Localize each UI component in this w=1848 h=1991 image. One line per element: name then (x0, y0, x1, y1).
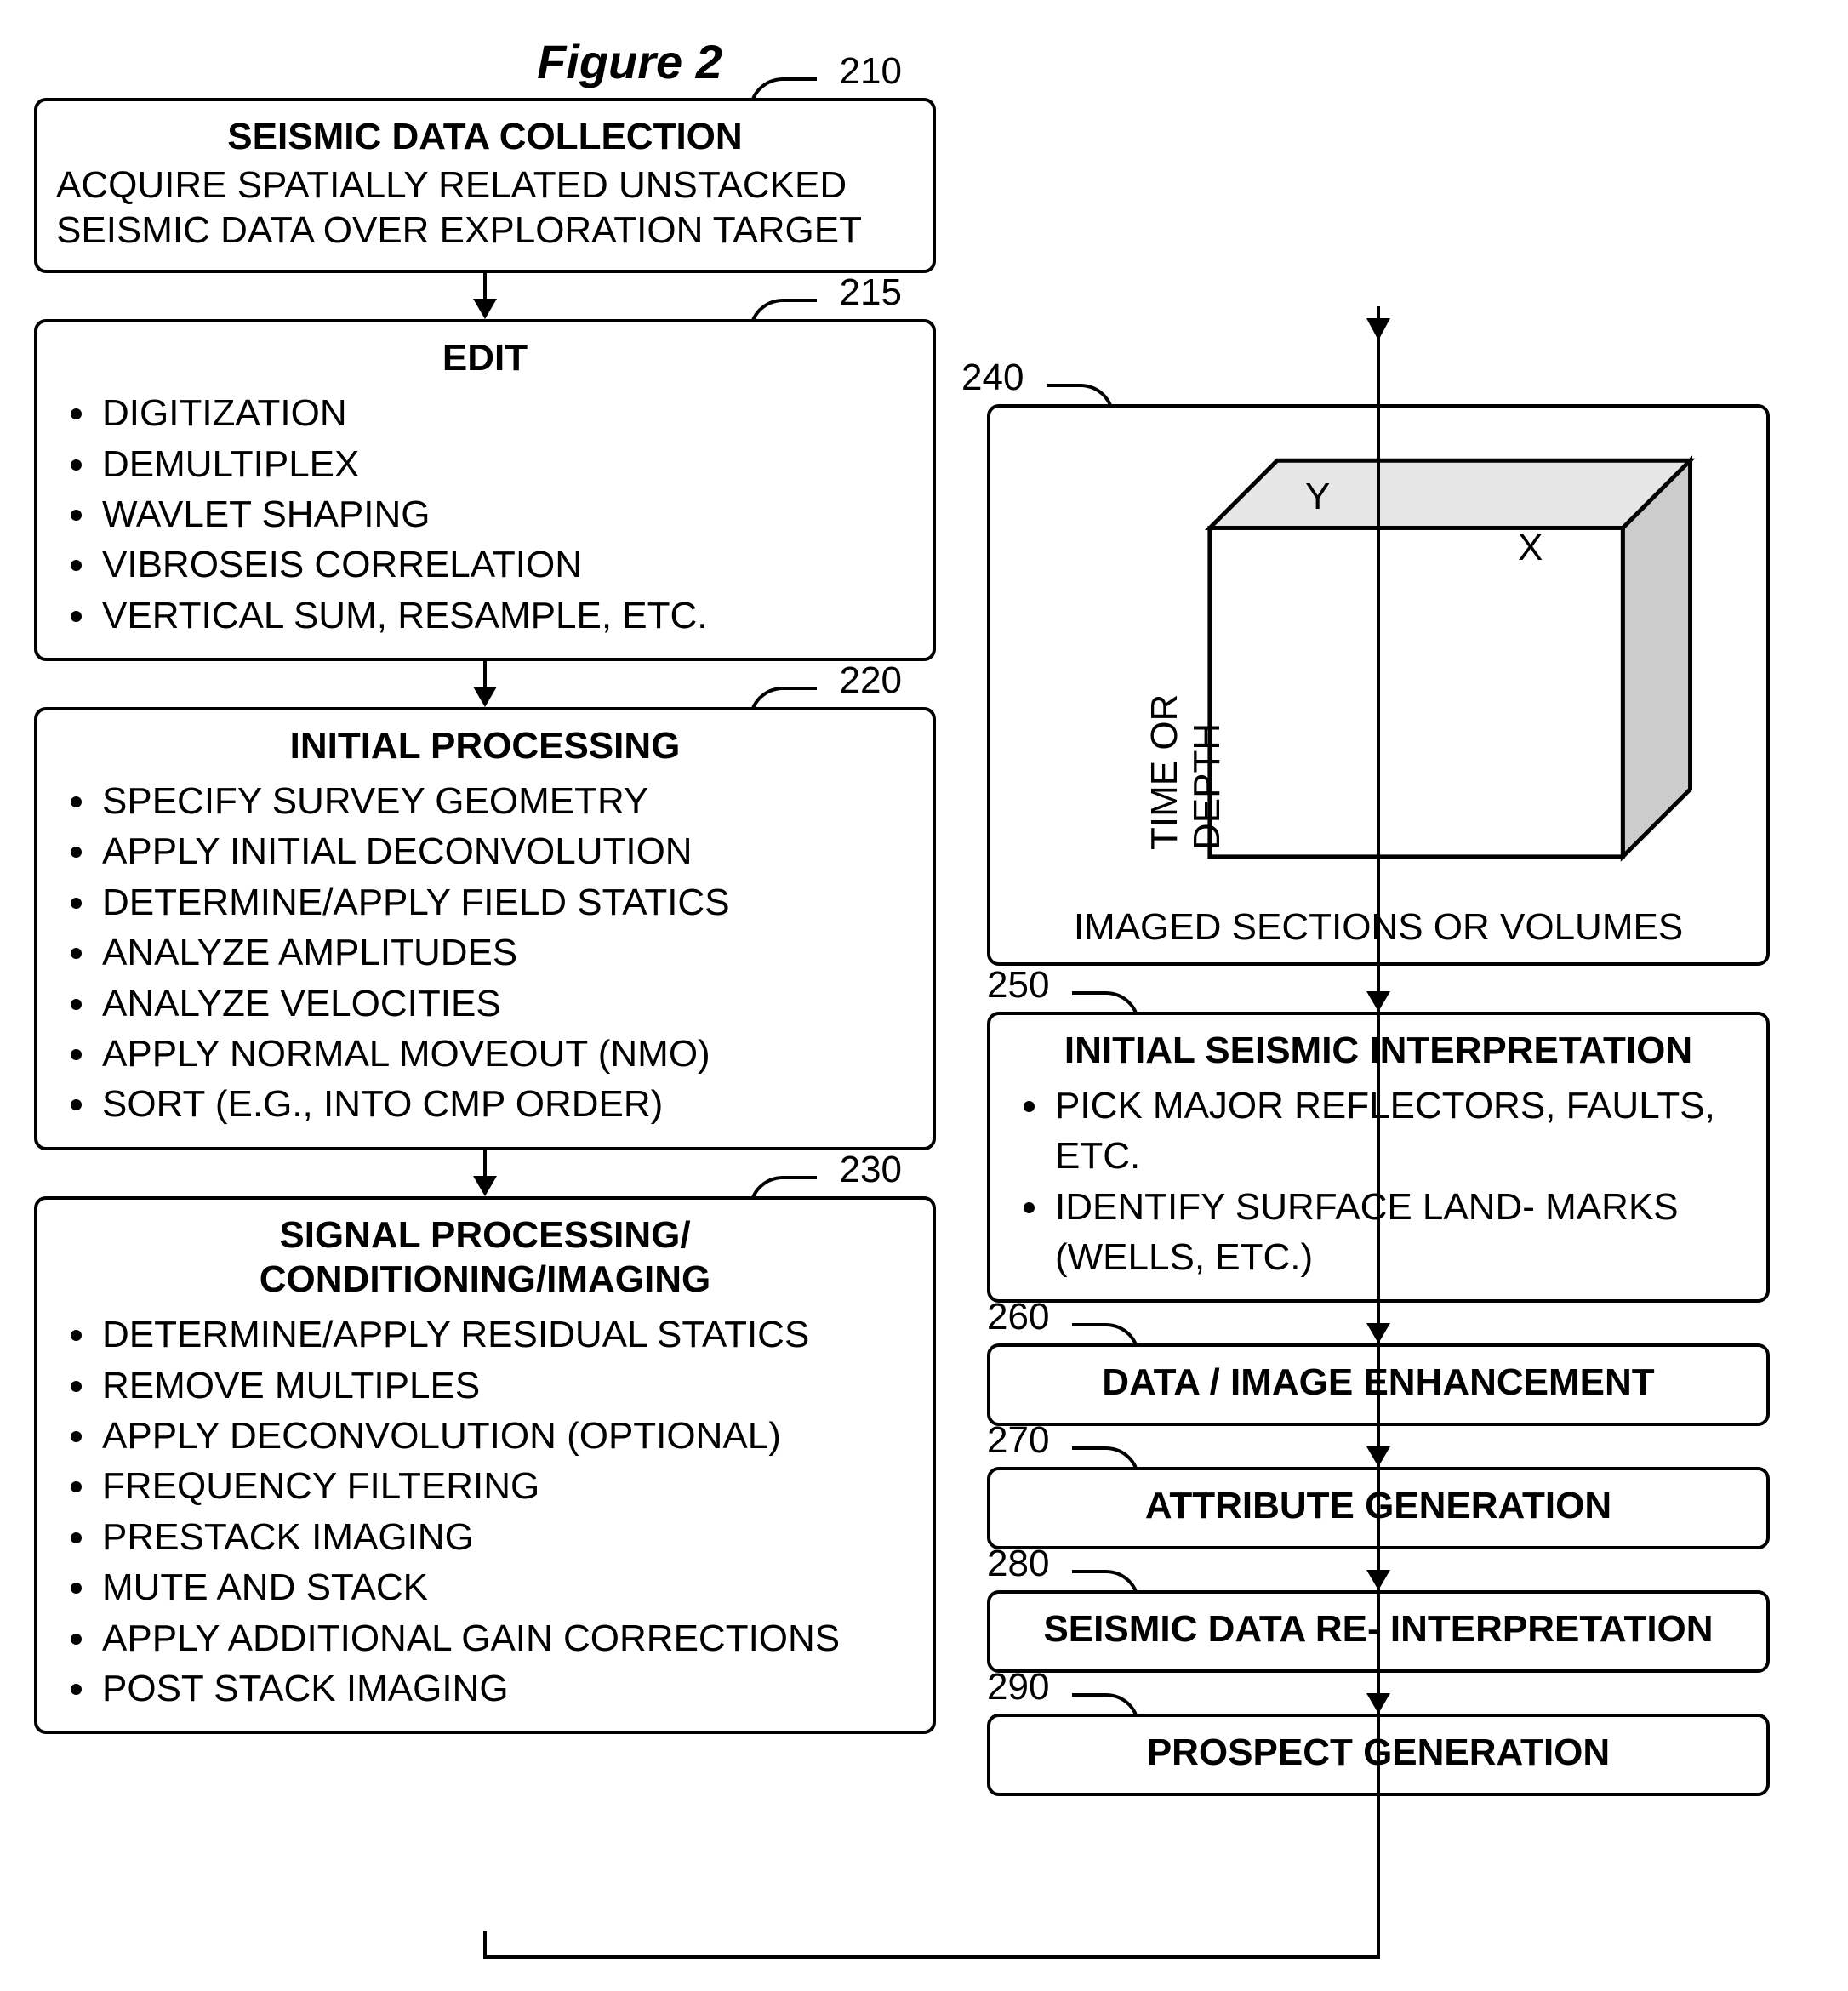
right-column: 240 Y X TIME OR DEPTH (987, 98, 1770, 1796)
bullets-initial-processing: SPECIFY SURVEY GEOMETRY APPLY INITIAL DE… (56, 776, 914, 1130)
ref-250: 250 (987, 964, 1049, 1007)
box-imaged-sections: Y X TIME OR DEPTH IMAGED SECTIONS OR VOL… (987, 404, 1770, 966)
box-title: DATA / IMAGE ENHANCEMENT (1009, 1361, 1748, 1406)
box-title: PROSPECT GENERATION (1009, 1731, 1748, 1776)
bullet: SPECIFY SURVEY GEOMETRY (99, 776, 914, 826)
ref-220: 220 (840, 659, 902, 702)
box-title: SEISMIC DATA RE- INTERPRETATION (1009, 1607, 1748, 1652)
box-edit: EDIT DIGITIZATION DEMULTIPLEX WAVLET SHA… (34, 319, 936, 661)
figure-2: Figure 2 210 SEISMIC DATA COLLECTION ACQ… (34, 34, 1814, 1796)
box-seismic-data-collection: SEISMIC DATA COLLECTION ACQUIRE SPATIALL… (34, 98, 936, 273)
bullet: APPLY NORMAL MOVEOUT (NMO) (99, 1029, 914, 1079)
bullet: FREQUENCY FILTERING (99, 1461, 914, 1511)
bullet: SORT (E.G., INTO CMP ORDER) (99, 1079, 914, 1129)
bullets-signal-processing: DETERMINE/APPLY RESIDUAL STATICS REMOVE … (56, 1309, 914, 1714)
cube-icon (1016, 425, 1741, 901)
box-seismic-data-reinterpretation: SEISMIC DATA RE- INTERPRETATION (987, 1590, 1770, 1673)
box-title: SIGNAL PROCESSING/ CONDITIONING/IMAGING (56, 1213, 914, 1304)
ref-270: 270 (987, 1419, 1049, 1462)
bullet: DETERMINE/APPLY FIELD STATICS (99, 877, 914, 927)
bullet: VERTICAL SUM, RESAMPLE, ETC. (99, 590, 914, 641)
box-data-image-enhancement: DATA / IMAGE ENHANCEMENT (987, 1343, 1770, 1426)
ref-210: 210 (840, 50, 902, 93)
bullet: IDENTIFY SURFACE LAND- MARKS (WELLS, ETC… (1052, 1182, 1748, 1283)
bullet: APPLY INITIAL DECONVOLUTION (99, 826, 914, 876)
left-column: 210 SEISMIC DATA COLLECTION ACQUIRE SPAT… (34, 98, 936, 1734)
bullet: ANALYZE AMPLITUDES (99, 927, 914, 978)
axis-x-label: X (1518, 527, 1543, 569)
bullet: PRESTACK IMAGING (99, 1512, 914, 1562)
bullet: DIGITIZATION (99, 388, 914, 438)
cube-diagram: Y X TIME OR DEPTH (1016, 425, 1741, 901)
ref-260: 260 (987, 1296, 1049, 1338)
bullet: VIBROSEIS CORRELATION (99, 539, 914, 590)
box-initial-processing: INITIAL PROCESSING SPECIFY SURVEY GEOMET… (34, 707, 936, 1150)
columns: 210 SEISMIC DATA COLLECTION ACQUIRE SPAT… (34, 98, 1814, 1796)
bullet: DETERMINE/APPLY RESIDUAL STATICS (99, 1309, 914, 1360)
box-attribute-generation: ATTRIBUTE GENERATION (987, 1467, 1770, 1549)
bullet: DEMULTIPLEX (99, 439, 914, 489)
ref-230: 230 (840, 1149, 902, 1191)
box-title: EDIT (56, 336, 914, 381)
box-subtitle: ACQUIRE SPATIALLY RELATED UNSTACKED SEIS… (56, 163, 914, 254)
ref-240: 240 (961, 357, 1024, 399)
bullet: POST STACK IMAGING (99, 1663, 914, 1714)
box-initial-seismic-interpretation: INITIAL SEISMIC INTERPRETATION PICK MAJO… (987, 1012, 1770, 1303)
bullet: WAVLET SHAPING (99, 489, 914, 539)
box-title: INITIAL PROCESSING (56, 724, 914, 769)
box-signal-processing: SIGNAL PROCESSING/ CONDITIONING/IMAGING … (34, 1196, 936, 1735)
ref-290: 290 (987, 1666, 1049, 1709)
bullet: MUTE AND STACK (99, 1562, 914, 1612)
figure-title: Figure 2 (204, 34, 1055, 89)
bullets-interpretation: PICK MAJOR REFLECTORS, FAULTS, ETC. IDEN… (1009, 1081, 1748, 1283)
box-title: ATTRIBUTE GENERATION (1009, 1484, 1748, 1529)
bullet: APPLY ADDITIONAL GAIN CORRECTIONS (99, 1613, 914, 1663)
bullet: REMOVE MULTIPLES (99, 1361, 914, 1411)
axis-z-label: TIME OR DEPTH (1144, 578, 1229, 850)
box-prospect-generation: PROSPECT GENERATION (987, 1714, 1770, 1796)
ref-280: 280 (987, 1543, 1049, 1585)
box-title: INITIAL SEISMIC INTERPRETATION (1009, 1029, 1748, 1074)
axis-y-label: Y (1305, 476, 1330, 518)
bullet: APPLY DECONVOLUTION (OPTIONAL) (99, 1411, 914, 1461)
box-title: SEISMIC DATA COLLECTION (56, 115, 914, 160)
bullet: ANALYZE VELOCITIES (99, 978, 914, 1029)
cube-caption: IMAGED SECTIONS OR VOLUMES (1016, 906, 1741, 949)
bullet: PICK MAJOR REFLECTORS, FAULTS, ETC. (1052, 1081, 1748, 1182)
bullets-edit: DIGITIZATION DEMULTIPLEX WAVLET SHAPING … (56, 388, 914, 641)
ref-215: 215 (840, 271, 902, 314)
